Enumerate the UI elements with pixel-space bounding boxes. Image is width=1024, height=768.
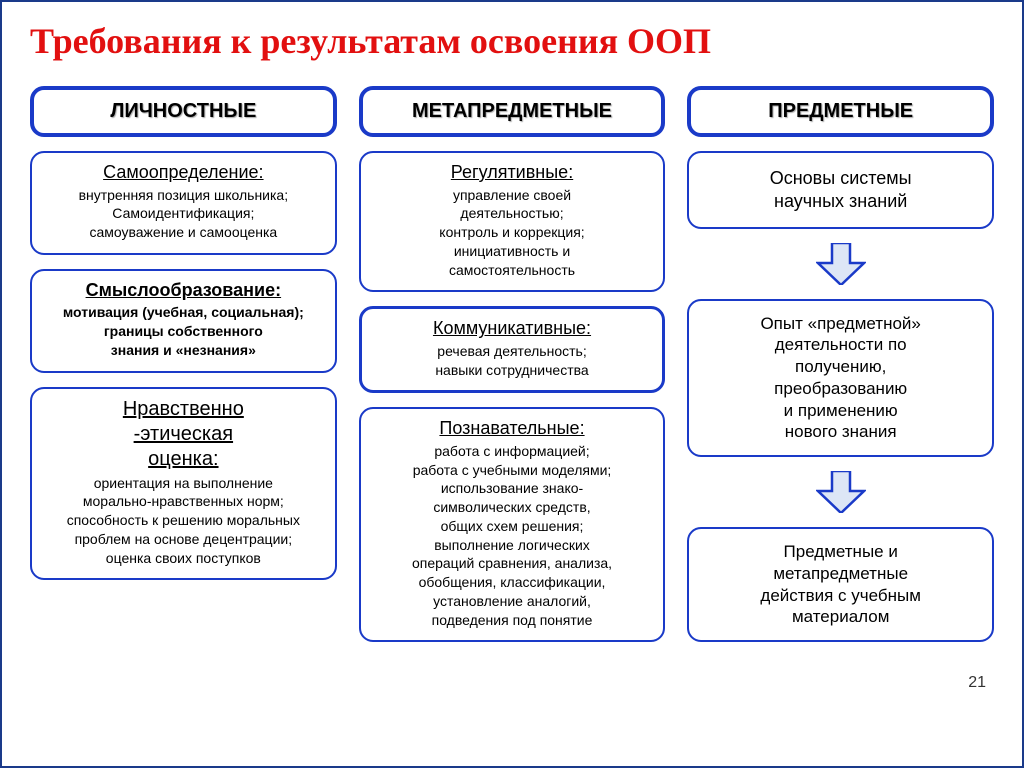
box-moral-ethical: Нравственно -этическая оценка: ориентаци… xyxy=(30,387,337,581)
column-personal: ЛИЧНОСТНЫЕ Самоопределение: внутренняя п… xyxy=(30,86,337,642)
page-number: 21 xyxy=(968,674,986,692)
box-subject-meta-actions: Предметные и метапредметные действия с у… xyxy=(687,527,994,642)
box-science-basics: Основы системы научных знаний xyxy=(687,151,994,229)
columns-container: ЛИЧНОСТНЫЕ Самоопределение: внутренняя п… xyxy=(2,68,1022,642)
box-title: Смыслообразование: xyxy=(42,279,325,302)
box-desc: внутренняя позиция школьника; Самоиденти… xyxy=(79,187,289,241)
header-meta: МЕТАПРЕДМЕТНЫЕ xyxy=(359,86,666,137)
box-desc: работа с информацией; работа с учебными … xyxy=(412,443,612,628)
column-subject: ПРЕДМЕТНЫЕ Основы системы научных знаний… xyxy=(687,86,994,642)
box-desc: управление своей деятельностью; контроль… xyxy=(439,187,584,278)
box-sense-making: Смыслообразование: мотивация (учебная, с… xyxy=(30,269,337,373)
box-communicative: Коммуникативные: речевая деятельность; н… xyxy=(359,306,666,393)
box-title: Коммуникативные: xyxy=(372,317,653,340)
box-title: Самоопределение: xyxy=(42,161,325,184)
box-regulatory: Регулятивные: управление своей деятельно… xyxy=(359,151,666,292)
box-title: Нравственно -этическая оценка: xyxy=(42,397,325,472)
box-desc: речевая деятельность; навыки сотрудничес… xyxy=(435,343,588,378)
box-title: Регулятивные: xyxy=(371,161,654,184)
arrow-down-icon xyxy=(816,471,866,513)
box-title: Познавательные: xyxy=(371,417,654,440)
arrow-down-icon xyxy=(816,243,866,285)
box-desc: мотивация (учебная, социальная); границы… xyxy=(63,304,304,358)
box-subject-experience: Опыт «предметной» деятельности по получе… xyxy=(687,299,994,458)
header-subject: ПРЕДМЕТНЫЕ xyxy=(687,86,994,137)
box-desc: ориентация на выполнение морально-нравст… xyxy=(67,475,300,566)
box-text: Основы системы научных знаний xyxy=(770,168,912,211)
box-text: Опыт «предметной» деятельности по получе… xyxy=(760,314,920,442)
page-title: Требования к результатам освоения ООП xyxy=(2,2,1022,68)
box-text: Предметные и метапредметные действия с у… xyxy=(760,542,921,626)
header-personal: ЛИЧНОСТНЫЕ xyxy=(30,86,337,137)
box-cognitive: Познавательные: работа с информацией; ра… xyxy=(359,407,666,642)
box-self-determination: Самоопределение: внутренняя позиция школ… xyxy=(30,151,337,255)
column-meta: МЕТАПРЕДМЕТНЫЕ Регулятивные: управление … xyxy=(359,86,666,642)
